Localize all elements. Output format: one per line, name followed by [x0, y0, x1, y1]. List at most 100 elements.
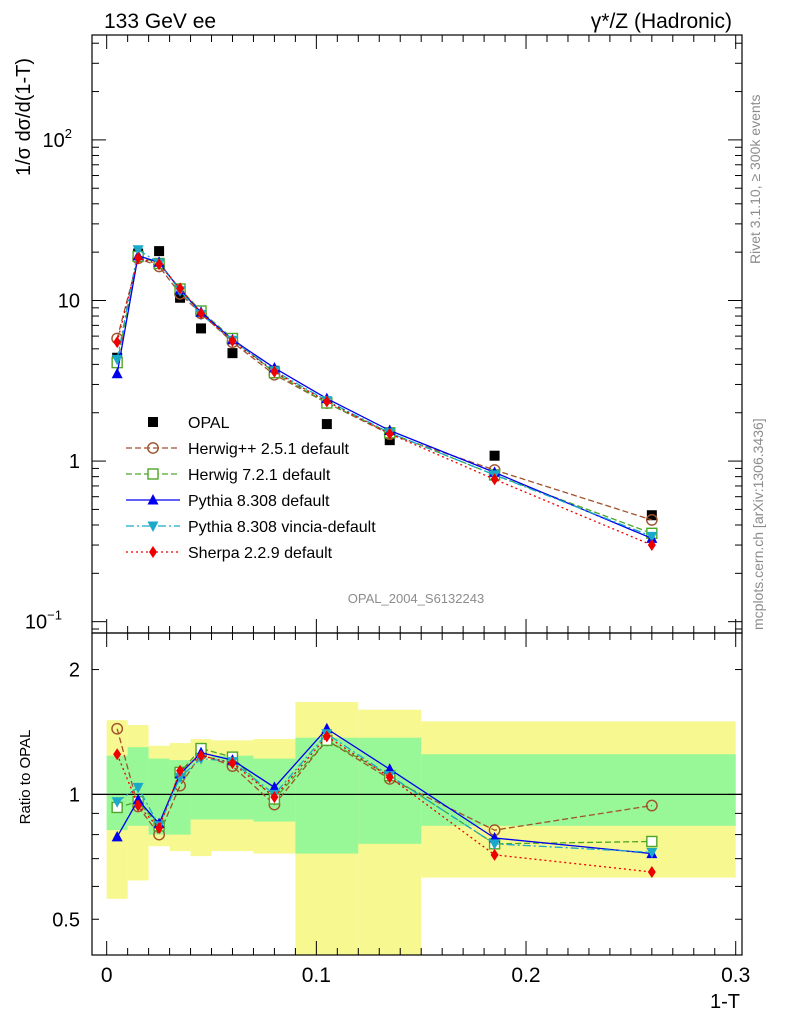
data-point-sherpa-2-2-9-default-5 [228, 334, 237, 347]
process-label: γ*/Z (Hadronic) [591, 10, 732, 33]
data-point-sherpa-2-2-9-default-9 [490, 473, 499, 486]
data-point-sherpa-2-2-9-default-0 [113, 748, 122, 761]
data-point-sherpa-2-2-9-default-3 [176, 282, 185, 295]
main-y-tick-label: 10 [58, 290, 80, 312]
legend-label-pythia-8-308-vincia-default: Pythia 8.308 vincia-default [188, 519, 376, 536]
data-point-opal-9 [489, 450, 500, 461]
stat-uncertainty-band-bin-9 [421, 754, 568, 826]
ratio-uncertainty-bands [92, 702, 742, 955]
ratio-y-tick-label: 1 [69, 784, 80, 806]
x-tick-label: 0.2 [511, 964, 540, 987]
legend-marker-opal [148, 417, 158, 427]
series-line-herwig-2-5-1-default [116, 728, 652, 836]
legend-label-sherpa-2-2-9-default: Sherpa 2.2.9 default [188, 545, 333, 562]
data-point-pythia-8-308-vincia-default-9 [489, 839, 501, 850]
legend-entry-opal: OPAL [148, 415, 230, 432]
legend-label-herwig-7-2-1-default: Herwig 7.2.1 default [188, 467, 331, 484]
data-point-sherpa-2-2-9-default-5 [228, 757, 237, 770]
data-point-sherpa-2-2-9-default-0 [113, 336, 122, 349]
data-point-pythia-8-308-default-6 [268, 781, 280, 792]
series-line-herwig-7-2-1-default [116, 255, 653, 534]
data-point-pythia-8-308-vincia-default-0 [111, 797, 123, 808]
data-point-pythia-8-308-default-8 [384, 763, 396, 774]
data-point-pythia-8-308-vincia-default-0 [111, 354, 123, 366]
main-y-tick-label: 102 [43, 126, 72, 152]
data-point-pythia-8-308-vincia-default-10 [646, 531, 658, 543]
data-point-sherpa-2-2-9-default-1 [134, 251, 143, 264]
x-tick-label: 0.1 [302, 964, 331, 987]
stat-uncertainty-band-bin-10 [567, 754, 736, 826]
legend-entry-herwig-2-5-1-default: Herwig++ 2.5.1 default [126, 441, 350, 458]
ratio-y-tick-label: 2 [69, 660, 80, 682]
data-point-herwig-2-5-1-default-0 [111, 722, 124, 735]
ratio-y-tick-label: 0.5 [52, 909, 80, 931]
analysis-watermark: OPAL_2004_S6132243 [348, 591, 484, 606]
x-tick-label: 0 [101, 964, 113, 987]
legend-entry-sherpa-2-2-9-default: Sherpa 2.2.9 default [126, 545, 333, 562]
data-point-pythia-8-308-vincia-default-1 [132, 245, 144, 256]
main-y-tick-label: 1 [69, 451, 80, 473]
legend-entry-pythia-8-308-vincia-default: Pythia 8.308 vincia-default [126, 519, 376, 536]
data-point-sherpa-2-2-9-default-1 [134, 799, 143, 812]
stat-uncertainty-band-bin-8 [358, 737, 422, 844]
data-point-sherpa-2-2-9-default-2 [155, 821, 164, 834]
legend: OPAL Herwig++ 2.5.1 default Herwig 7.2.1 d… [126, 415, 376, 562]
stat-uncertainty-band-bin-4 [190, 760, 212, 820]
legend-entry-herwig-7-2-1-default: Herwig 7.2.1 default [126, 467, 331, 484]
data-point-pythia-8-308-default-0 [111, 830, 123, 842]
data-point-sherpa-2-2-9-default-4 [197, 749, 206, 762]
data-point-pythia-8-308-default-0 [111, 367, 123, 379]
data-point-pythia-8-308-default-1 [132, 793, 144, 805]
legend-label-pythia-8-308-default: Pythia 8.308 default [188, 493, 330, 510]
legend-label-opal: OPAL [188, 415, 230, 432]
data-point-herwig-2-5-1-default-10 [645, 799, 658, 812]
data-point-sherpa-2-2-9-default-7 [322, 730, 331, 743]
data-point-sherpa-2-2-9-default-8 [385, 771, 394, 784]
plot-title: 133 GeV ee [104, 10, 216, 33]
data-point-pythia-8-308-vincia-default-3 [174, 772, 186, 784]
stat-uncertainty-band-bin-2 [148, 758, 170, 835]
stat-uncertainty-band-bin-0 [106, 755, 128, 831]
y-axis-label-ratio: Ratio to OPAL [17, 730, 34, 825]
data-point-sherpa-2-2-9-default-3 [176, 764, 185, 777]
data-point-sherpa-2-2-9-default-2 [155, 258, 164, 271]
legend-entry-pythia-8-308-default: Pythia 8.308 default [126, 493, 330, 510]
data-point-sherpa-2-2-9-default-10 [647, 539, 656, 552]
legend-marker-herwig-7-2-1-default [147, 468, 159, 480]
legend-marker-herwig-2-5-1-default [147, 442, 159, 454]
rivet-version-label: Rivet 3.1.10, ≥ 300k events [747, 94, 763, 264]
legend-marker-sherpa-2-2-9-default [149, 546, 157, 558]
main-y-tick-label: 10−1 [25, 608, 62, 634]
data-point-opal-5 [227, 348, 238, 359]
data-point-opal-2 [154, 246, 165, 257]
legend-label-herwig-2-5-1-default: Herwig++ 2.5.1 default [188, 441, 350, 458]
ratio-series-layer [111, 722, 658, 878]
data-point-opal-3 [175, 292, 186, 303]
main-series-layer [111, 245, 658, 552]
y-axis-label-main: 1/σ dσ/d(1-T) [13, 58, 35, 176]
mcplots-credit-label: mcplots.cern.ch [arXiv:1306.3436] [750, 418, 766, 630]
stat-uncertainty-band-bin-7 [295, 737, 359, 854]
data-point-pythia-8-308-vincia-default-10 [646, 847, 658, 859]
data-point-pythia-8-308-vincia-default-1 [132, 782, 144, 794]
data-point-opal-7 [321, 419, 332, 430]
legend-marker-pythia-8-308-vincia-default [147, 521, 159, 532]
data-point-sherpa-2-2-9-default-10 [647, 865, 656, 878]
data-point-opal-8 [384, 435, 395, 446]
x-tick-label: 0.3 [721, 964, 750, 987]
data-point-opal-4 [196, 323, 207, 334]
x-axis-label: 1-T [710, 991, 740, 1013]
stat-uncertainty-band-bin-3 [169, 760, 191, 835]
data-point-sherpa-2-2-9-default-8 [385, 427, 394, 440]
data-point-sherpa-2-2-9-default-7 [322, 395, 331, 408]
series-sherpa-2-2-9-default [113, 251, 656, 552]
data-point-sherpa-2-2-9-default-4 [197, 307, 206, 320]
legend-marker-pythia-8-308-default [147, 494, 159, 505]
data-point-sherpa-2-2-9-default-6 [270, 365, 279, 378]
data-point-sherpa-2-2-9-default-9 [490, 848, 499, 861]
data-point-herwig-2-5-1-default-10 [645, 514, 658, 526]
data-point-sherpa-2-2-9-default-6 [270, 791, 279, 804]
axes-layer: 10−1 1 10 102 0.5 1 2 0 0.1 0.2 0.3 [25, 34, 750, 987]
data-point-herwig-7-2-1-default-10 [646, 835, 658, 848]
